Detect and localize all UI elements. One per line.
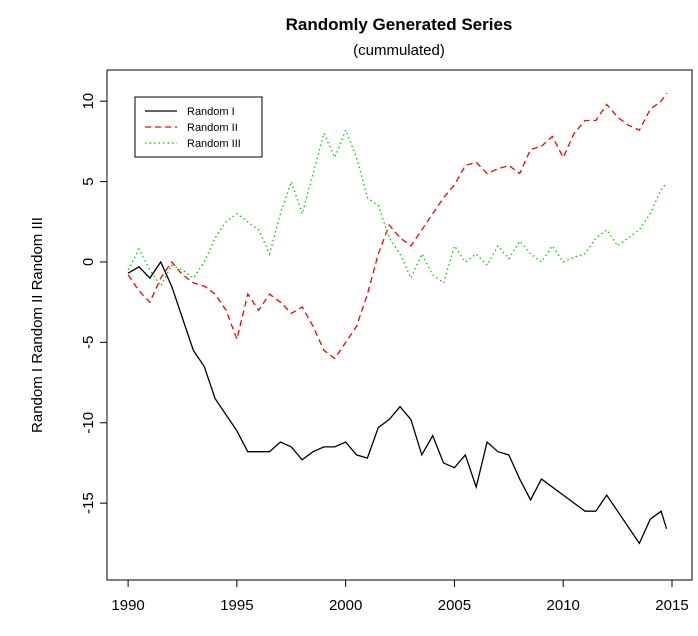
y-tick-label: -5	[80, 336, 97, 349]
x-tick-label: 2005	[438, 597, 471, 614]
x-tick-label: 2000	[329, 597, 362, 614]
y-tick-label: 0	[80, 258, 97, 266]
x-tick-label: 2010	[547, 597, 580, 614]
series-line	[127, 260, 668, 545]
legend-label: Random I	[187, 106, 235, 118]
x-tick-label: 1995	[220, 597, 253, 614]
y-tick-label: -15	[80, 492, 97, 514]
chart-subtitle: (cummulated)	[353, 42, 445, 59]
x-tick-label: 2015	[655, 597, 688, 614]
legend-label: Random III	[187, 138, 241, 150]
y-axis-label: Random I Random II Random III	[29, 217, 46, 433]
y-tick-label: 10	[80, 93, 97, 110]
x-tick-label: 1990	[111, 597, 144, 614]
legend-label: Random II	[187, 122, 238, 134]
y-tick-label: 5	[80, 177, 97, 185]
series-line	[127, 128, 668, 288]
series-line	[127, 92, 668, 360]
chart-title: Randomly Generated Series	[286, 15, 513, 34]
y-tick-label: -10	[80, 412, 97, 434]
